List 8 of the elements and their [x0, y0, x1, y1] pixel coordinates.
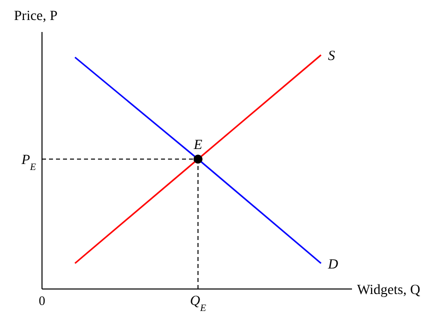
annotation: E	[192, 138, 203, 154]
series-label: S	[328, 49, 335, 64]
x-axis-title: Widgets, Q	[357, 283, 420, 298]
text: 0	[38, 293, 46, 308]
ref-line-label: P$_{E}$	[20, 153, 36, 173]
y-axis-title: Price, P	[14, 9, 58, 24]
series-label: D	[327, 257, 338, 272]
text: Q$_{E}$	[190, 294, 206, 314]
